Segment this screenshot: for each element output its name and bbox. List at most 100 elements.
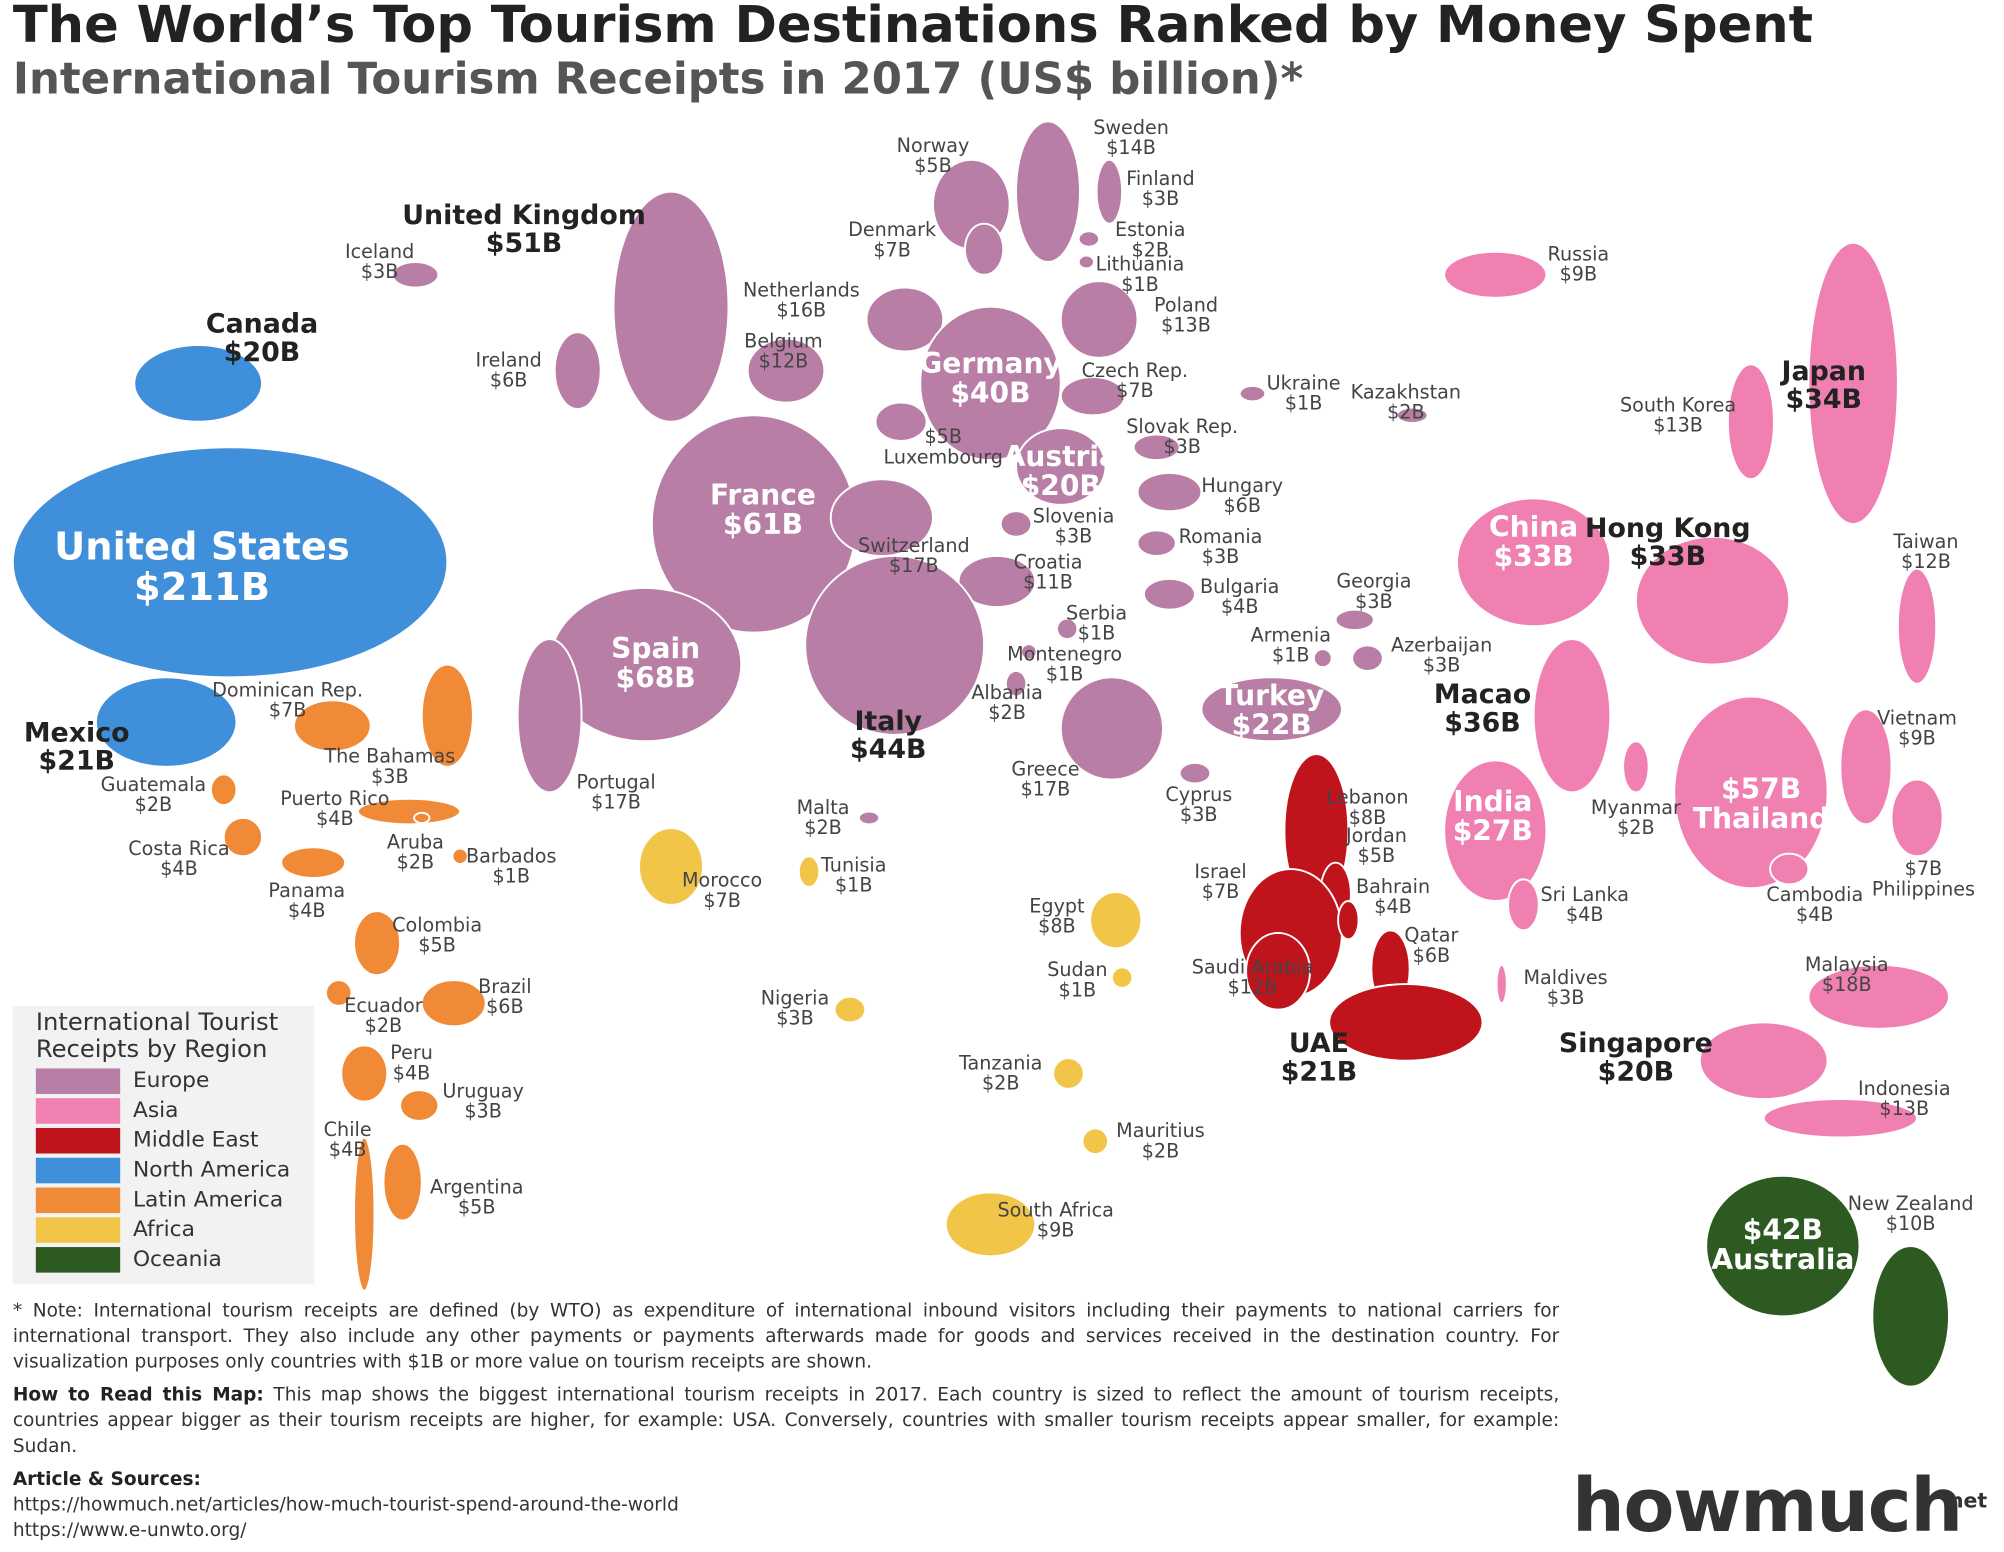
country-value: $2B: [982, 1071, 1020, 1094]
country-value: $9B: [1037, 1218, 1075, 1241]
country-value: $42B: [1743, 1213, 1823, 1246]
country-name: Aruba: [387, 830, 444, 853]
country-value: $12B: [1228, 975, 1278, 998]
country: [1507, 878, 1540, 932]
how-to-read-heading: How to Read this Map:: [12, 1385, 264, 1406]
country-name: Guatemala: [101, 772, 206, 795]
legend-swatch: [35, 1127, 121, 1154]
country-name: Costa Rica: [128, 836, 229, 859]
country-label: Lithuania $1B: [1096, 252, 1185, 295]
country-label: Poland $13B: [1154, 293, 1218, 336]
footer: * Note: International tourism receipts a…: [12, 1301, 1560, 1542]
country: [553, 331, 602, 410]
country-name: Cambodia: [1766, 882, 1863, 905]
country-shape: [1334, 608, 1375, 632]
country-label: Aruba $2B: [387, 830, 444, 873]
country: [451, 847, 469, 865]
country: [1443, 250, 1548, 299]
country-shape: [1807, 241, 1899, 525]
country-value: $13B: [1161, 313, 1211, 336]
country-shape: [1395, 406, 1429, 424]
country-shape: [865, 286, 945, 353]
country-name: Austria: [1004, 440, 1118, 473]
country-label: Armenia $1B: [1251, 623, 1331, 666]
country-shape: [293, 699, 372, 753]
country: [1077, 230, 1101, 248]
country-value: $1B: [1285, 391, 1323, 414]
country-name: France: [710, 478, 816, 511]
country: [1110, 966, 1134, 989]
how-to-read-text: This map shows the biggest international…: [12, 1385, 1560, 1457]
country-value: $5B: [914, 153, 952, 176]
country-name: United Kingdom: [402, 199, 646, 230]
country-label: Maldives $3B: [1524, 965, 1608, 1008]
country-name: Vietnam: [1877, 706, 1957, 729]
country: [1762, 1098, 1919, 1139]
country: [1896, 567, 1938, 685]
country-value: $6B: [1413, 943, 1451, 966]
country-name: Norway: [897, 133, 970, 156]
country-name: Peru: [390, 1041, 433, 1064]
country-shape: [222, 816, 263, 858]
country-shape: [1077, 230, 1101, 248]
country-name: Taiwan: [1892, 530, 1958, 553]
country-shape: [399, 1089, 440, 1122]
country-name: Barbados: [466, 844, 557, 867]
legend-swatch: [35, 1247, 121, 1273]
country-label: Malta $2B: [797, 795, 850, 838]
country-value: $211B: [134, 564, 270, 609]
country-name: Azerbaijan: [1391, 633, 1492, 656]
country-value: $1B: [1046, 662, 1084, 685]
country: [1495, 963, 1508, 1005]
country-name: Argentina: [430, 1175, 523, 1198]
country-name: New Zealand: [1848, 1192, 1974, 1215]
country-name: United States: [54, 524, 350, 569]
country-name: Australia: [1711, 1243, 1854, 1276]
country-value: $14B: [1106, 136, 1156, 159]
country: [222, 816, 263, 858]
country-name: Hong Kong: [1585, 513, 1751, 544]
country-shape: [280, 846, 347, 879]
source-link[interactable]: https://howmuch.net/articles/how-much-to…: [12, 1495, 679, 1516]
country-value: $11B: [1023, 570, 1073, 593]
source-link[interactable]: https://www.e-unwto.org/: [12, 1520, 247, 1542]
country: [340, 1044, 389, 1103]
country: [1395, 406, 1429, 424]
country-value: $7B: [1905, 857, 1943, 880]
country-shape: [1059, 280, 1139, 359]
country-name: Uruguay: [442, 1079, 523, 1102]
country-value: $4B: [1566, 902, 1604, 925]
country-value: $2B: [1131, 238, 1169, 261]
country-shape: [1055, 617, 1079, 640]
legend-swatch: [35, 1187, 121, 1214]
country-value: $40B: [950, 376, 1030, 409]
country-value: $27B: [1453, 815, 1533, 848]
country-name: Nigeria: [761, 986, 830, 1009]
country-name: Cyprus: [1165, 783, 1232, 806]
country-shape: [874, 401, 928, 442]
country-value: $16B: [776, 298, 826, 321]
country-value: $3B: [371, 764, 409, 787]
country-value: $20B: [1598, 1056, 1674, 1087]
country: [356, 797, 462, 826]
country-label: Canada $20B: [206, 308, 318, 367]
country-label: Brazil $6B: [478, 974, 531, 1017]
country: [391, 261, 440, 289]
country: [1807, 963, 1950, 1030]
country-name: Hungary: [1201, 473, 1283, 496]
country-value: $3B: [1163, 435, 1201, 458]
country-value: $17B: [591, 790, 641, 813]
country-shape: [1698, 1021, 1829, 1101]
country-name: Netherlands: [743, 278, 860, 301]
country-value: $8B: [1038, 914, 1076, 937]
country: [865, 286, 945, 353]
country-label: Singapore $20B: [1559, 1028, 1713, 1087]
country-shape: [340, 1044, 389, 1103]
country-label: Switzerland $17B: [858, 533, 970, 576]
country-value: $1B: [1121, 272, 1159, 295]
country-label: Argentina $5B: [430, 1175, 523, 1218]
country-name: The Bahamas: [323, 744, 455, 767]
country-value: $17B: [889, 553, 939, 576]
country-label: Tunisia $1B: [820, 853, 886, 896]
